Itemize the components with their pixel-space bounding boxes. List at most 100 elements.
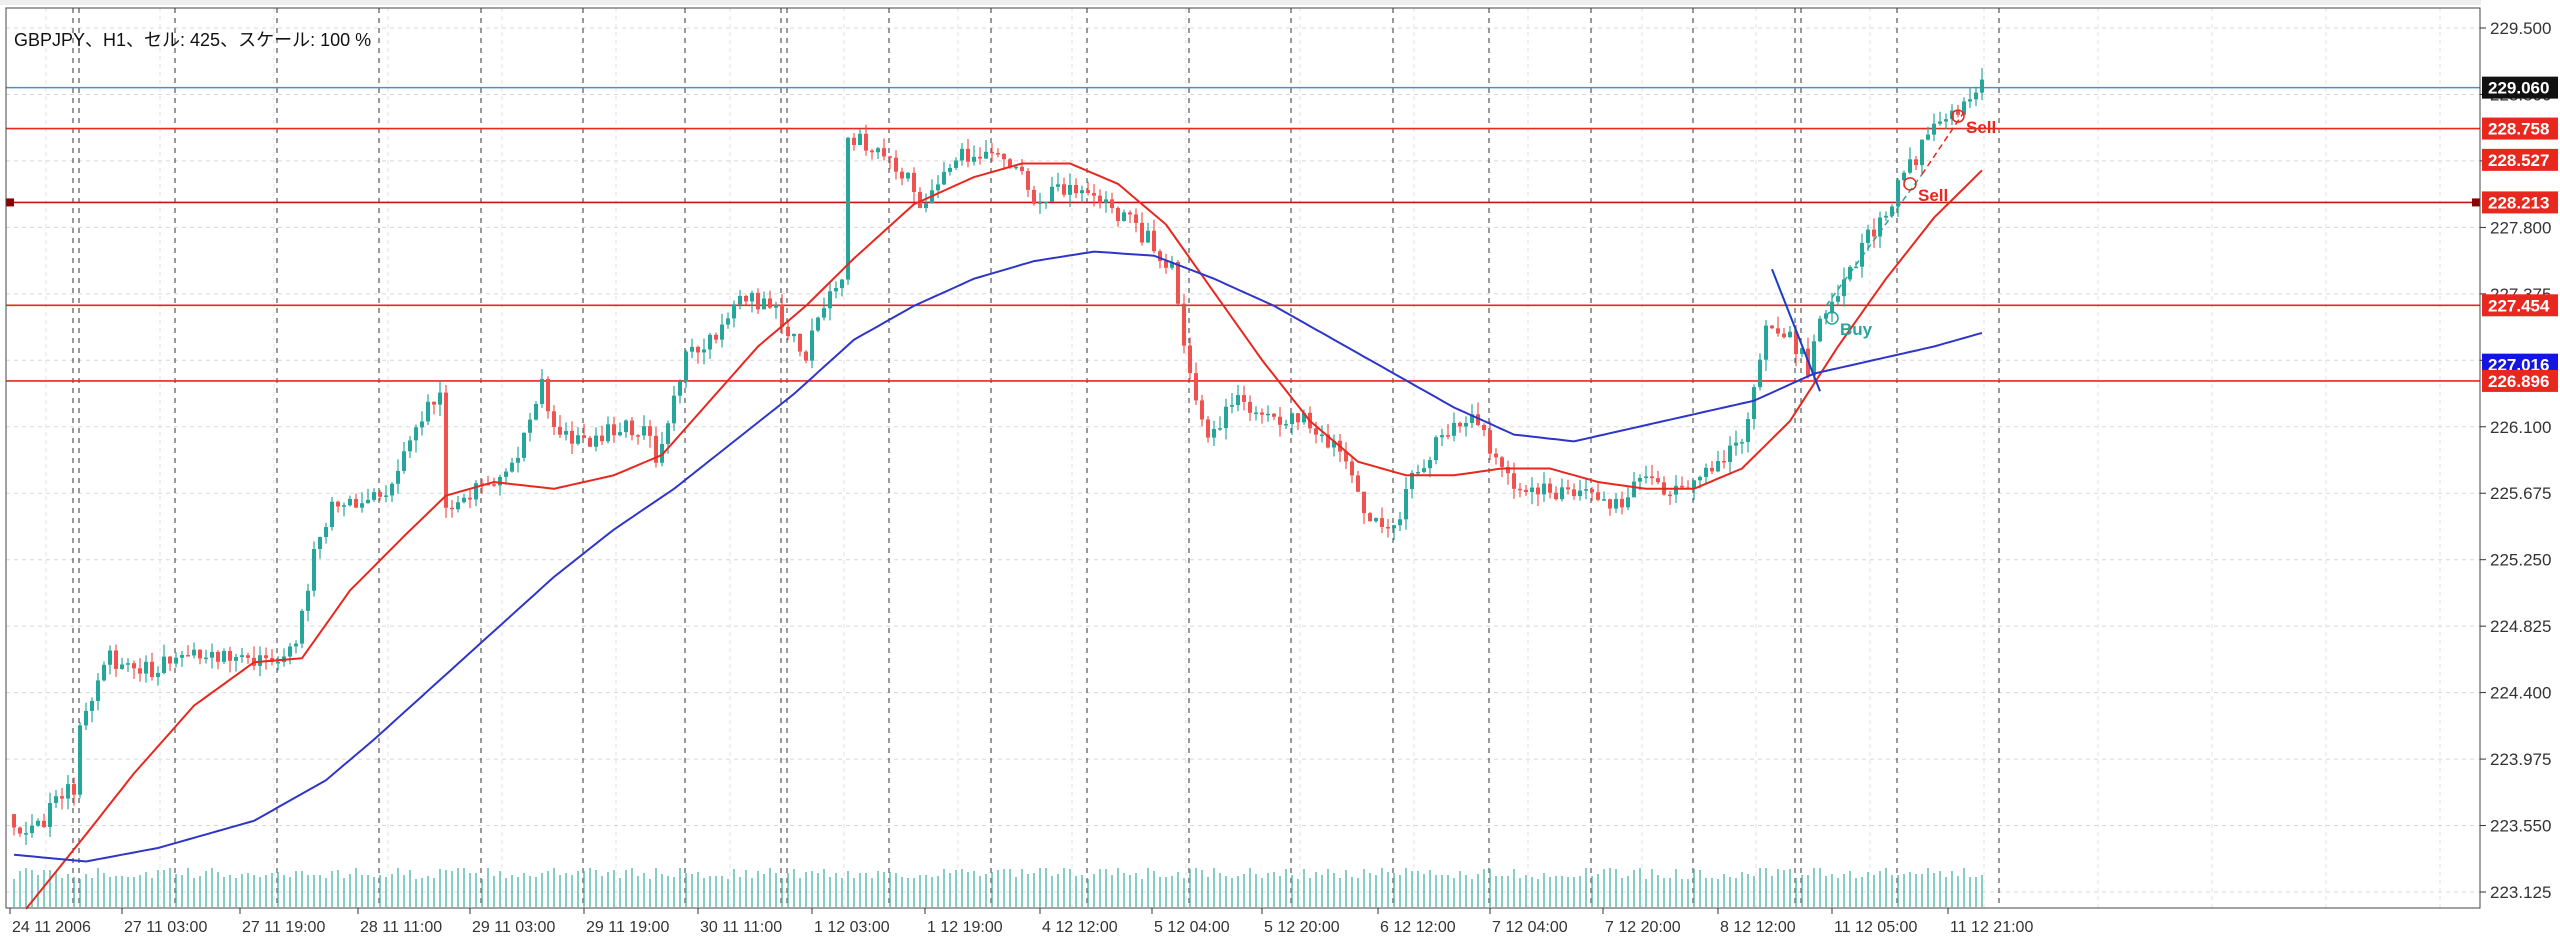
price-label-text: 228.213 <box>2488 193 2549 212</box>
line-handle-left[interactable] <box>6 198 14 207</box>
candle-body <box>1494 453 1498 458</box>
candle-body <box>24 833 28 835</box>
candle-body <box>234 657 238 661</box>
price-label-text: 229.060 <box>2488 79 2549 98</box>
price-tick-label: 225.250 <box>2490 551 2551 570</box>
price-tick-label: 223.125 <box>2490 883 2551 902</box>
candle-body <box>372 492 376 500</box>
candle-body <box>780 304 784 327</box>
trendline[interactable] <box>1771 268 1821 392</box>
candle-body <box>102 664 106 681</box>
candle-body <box>258 655 262 666</box>
moving-average-line <box>13 250 1983 863</box>
candle-body <box>1740 442 1744 444</box>
candle-body <box>1536 487 1540 495</box>
candle-body <box>894 157 898 172</box>
candle-body <box>846 137 850 280</box>
candle-body <box>1062 184 1066 195</box>
candle-body <box>204 657 208 660</box>
candle-body <box>582 435 586 438</box>
candle-body <box>912 172 916 193</box>
candle-body <box>660 443 664 463</box>
candle-body <box>1350 461 1354 476</box>
candle-body <box>1212 428 1216 438</box>
time-tick-label: 30 11 11:00 <box>700 919 782 936</box>
candle-body <box>1296 413 1300 423</box>
trade-marker <box>1825 311 1839 325</box>
candle-body <box>1926 134 1930 140</box>
candle-body <box>696 346 700 353</box>
candle-body <box>1038 202 1042 204</box>
candle-body <box>288 646 292 657</box>
candle-body <box>1830 301 1834 314</box>
price-tick-label: 226.100 <box>2490 418 2551 437</box>
candle-body <box>228 651 232 661</box>
volume-bars <box>13 868 1983 907</box>
candle-body <box>1812 341 1816 376</box>
time-tick-label: 8 12 12:00 <box>1720 919 1796 936</box>
candle-body <box>732 304 736 319</box>
candle-body <box>1572 489 1576 497</box>
candle-body <box>1014 166 1018 169</box>
price-tick-label: 223.975 <box>2490 750 2551 769</box>
candle-body <box>1008 159 1012 168</box>
plot-frame <box>5 7 2481 909</box>
candle-body <box>786 326 790 337</box>
candle-body <box>1938 121 1942 124</box>
candle-body <box>1836 296 1840 302</box>
candle-body <box>1182 303 1186 346</box>
candle-body <box>876 148 880 153</box>
price-axis[interactable]: 229.500228.800228.375227.800227.375226.5… <box>2480 0 2560 940</box>
candle-body <box>672 395 676 424</box>
candle-body <box>1548 483 1552 493</box>
candle-body <box>432 401 436 405</box>
candle-body <box>1146 230 1150 243</box>
candle-body <box>1422 468 1426 472</box>
candle-body <box>1320 434 1324 437</box>
trade-marker <box>1951 109 1965 123</box>
candle-body <box>1554 492 1558 500</box>
candle-body <box>1602 499 1606 501</box>
horizontal-lines[interactable] <box>6 86 2480 382</box>
candle-body <box>1458 422 1462 427</box>
candle-body <box>810 330 814 361</box>
candle-body <box>1710 467 1714 472</box>
candle-body <box>852 137 856 146</box>
candle-body <box>1122 212 1126 222</box>
candle-body <box>1044 201 1048 204</box>
candle-body <box>1932 123 1936 135</box>
candle-body <box>552 411 556 428</box>
candle-body <box>30 825 34 834</box>
candle-body <box>636 435 640 437</box>
candle-body <box>954 160 958 168</box>
candle-body <box>1464 422 1468 427</box>
candle-body <box>1842 279 1846 297</box>
candle-body <box>1866 229 1870 243</box>
candle-body <box>1878 217 1882 237</box>
candle-body <box>624 420 628 433</box>
price-label-text: 228.758 <box>2488 120 2549 139</box>
candle-body <box>666 423 670 444</box>
candle-body <box>1254 412 1258 415</box>
line-handle-right[interactable] <box>2472 198 2480 207</box>
candle-body <box>1872 229 1876 237</box>
candle-body <box>888 156 892 158</box>
time-tick-label: 7 12 20:00 <box>1605 919 1681 936</box>
trade-line[interactable] <box>1825 173 1923 307</box>
time-axis[interactable]: 24 11 2006 27 11 03:00 27 11 19:00 28 11 11… <box>9 908 2033 936</box>
candle-body <box>1344 451 1348 462</box>
candle-body <box>822 308 826 318</box>
candle-body <box>978 156 982 159</box>
candle-body <box>996 153 1000 155</box>
candle-body <box>354 498 358 508</box>
candle-body <box>606 424 610 442</box>
time-tick-label: 7 12 04:00 <box>1492 919 1568 936</box>
candle-body <box>570 430 574 444</box>
candle-body <box>312 549 316 591</box>
candle-body <box>990 151 994 154</box>
candle-body <box>1656 478 1660 483</box>
candle-body <box>1632 481 1636 498</box>
candle-body <box>1362 491 1366 514</box>
candle-body <box>132 663 136 669</box>
candle-body <box>444 392 448 508</box>
